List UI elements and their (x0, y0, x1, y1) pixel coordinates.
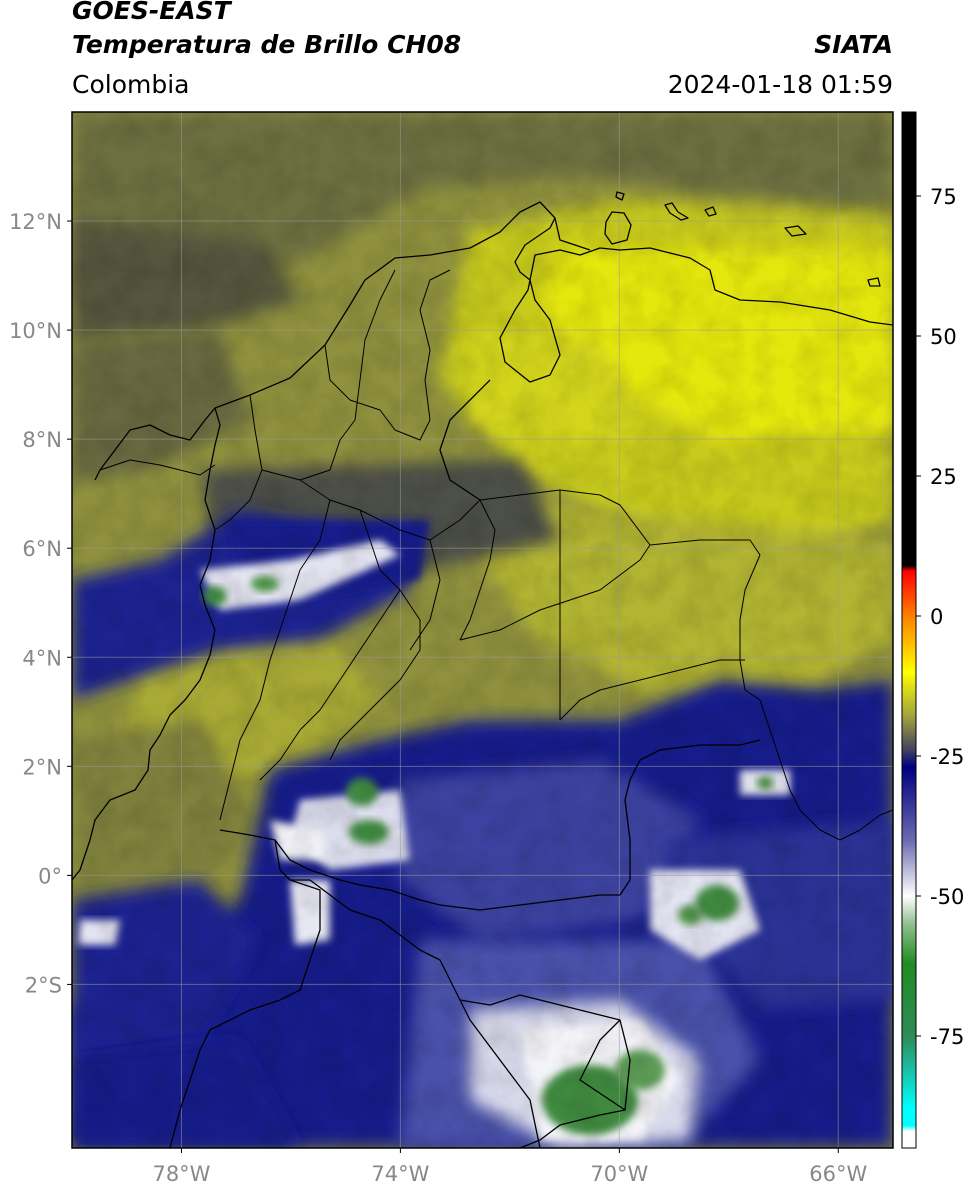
small-island (704, 206, 717, 217)
curacao-island (604, 211, 632, 245)
y-tick-label: 2°N (22, 755, 62, 779)
x-tick-label: 74°W (371, 1162, 429, 1186)
x-tick-label: 78°W (152, 1162, 210, 1186)
brightness-temperature-imagery (72, 112, 893, 1148)
colorbar-tick-label: 0 (930, 605, 943, 629)
colorbar-tick-label: -25 (930, 745, 964, 769)
satellite-title: GOES-EAST (72, 0, 231, 25)
aruba-island (615, 191, 625, 201)
bonaire-island (664, 202, 689, 221)
datetime-label: 2024-01-18 01:59 (667, 70, 893, 99)
x-tick-label: 70°W (590, 1162, 648, 1186)
y-tick-label: 0° (38, 864, 62, 888)
brazil-peru-border (519, 1109, 626, 1148)
colorbar-tick-labels: 75 50 25 0 -25 -50 -75 (916, 185, 964, 1049)
coastlines-and-borders (72, 191, 893, 1148)
y-tick-label: 12°N (9, 210, 62, 234)
colorbar-tick-label: 25 (930, 465, 957, 489)
colorbar-gradient (902, 112, 916, 1148)
y-tick-label: 6°N (22, 537, 62, 561)
longitude-tick-labels: 78°W 74°W 70°W 66°W (152, 1148, 867, 1186)
caribbean-coastline (214, 201, 893, 409)
southern-borders (169, 739, 761, 1148)
pacific-coastline (72, 407, 221, 881)
colorbar-tick-label: -75 (930, 1025, 964, 1049)
latitude-tick-labels: 12°N 10°N 8°N 6°N 4°N 2°N 0° 2°S (9, 210, 72, 997)
colorbar-tick-label: 50 (930, 325, 957, 349)
colorbar-tick-label: 75 (930, 185, 957, 209)
department-borders (99, 269, 893, 841)
y-tick-label: 4°N (22, 646, 62, 670)
trinidad-coast (867, 277, 881, 287)
y-tick-label: 8°N (22, 428, 62, 452)
product-title: Temperatura de Brillo CH08 (72, 30, 462, 59)
y-tick-label: 2°S (25, 973, 62, 997)
map-frame (71, 111, 894, 1149)
organization-title: SIATA (814, 30, 893, 59)
region-label: Colombia (72, 70, 190, 99)
colorbar-tick-label: -50 (930, 885, 964, 909)
colorbar-frame (901, 111, 917, 1149)
colombia-venezuela-border (439, 217, 591, 501)
colorbar: 75 50 25 0 -25 -50 -75 (901, 111, 964, 1149)
margarita-island (784, 225, 807, 237)
y-tick-label: 10°N (9, 319, 62, 343)
x-tick-label: 66°W (809, 1162, 867, 1186)
